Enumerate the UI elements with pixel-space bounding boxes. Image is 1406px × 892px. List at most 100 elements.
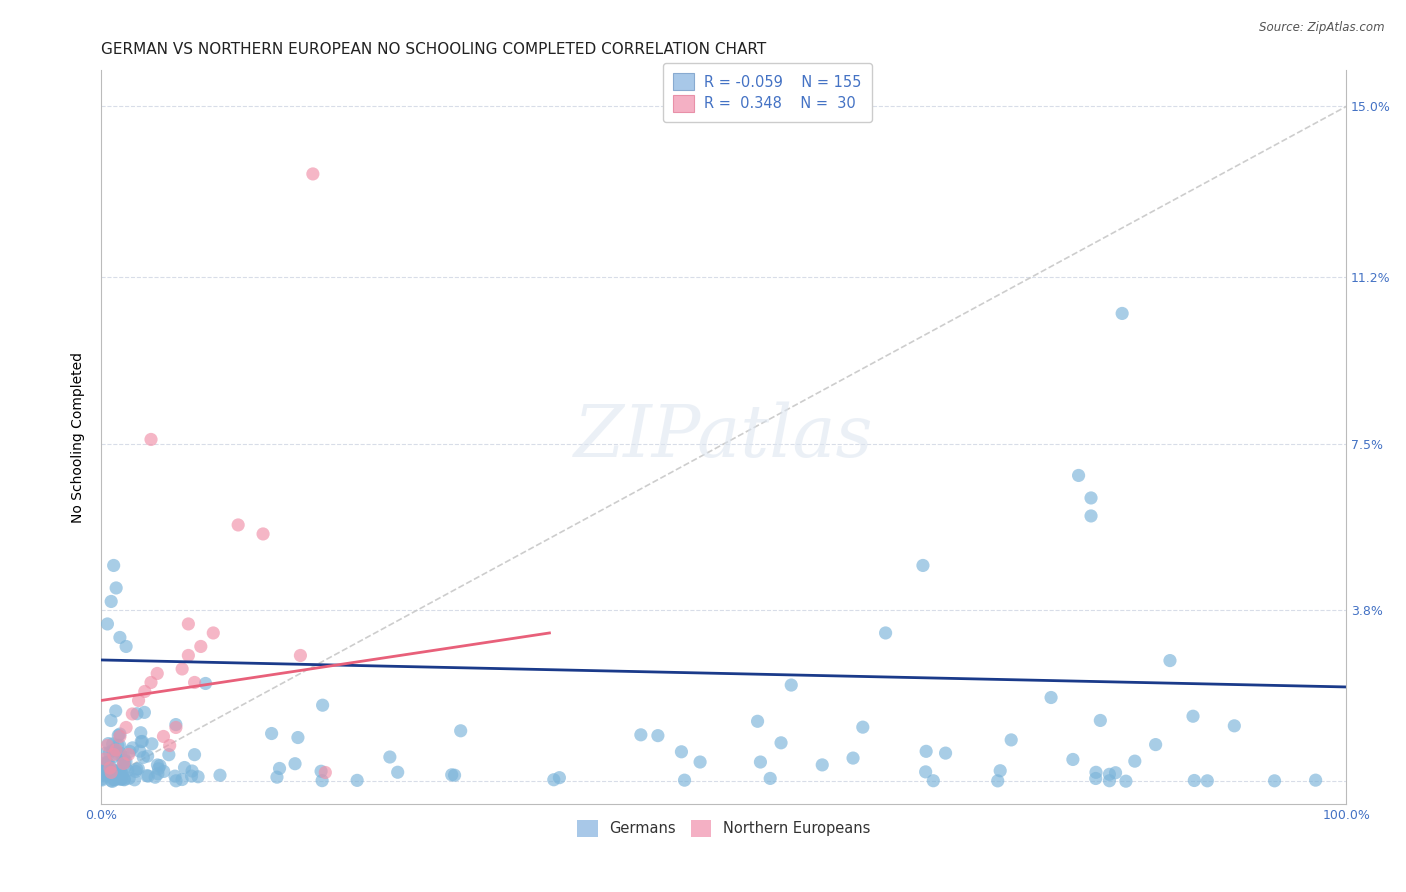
Point — [1085, 765, 1108, 780]
Point — [180, 769, 202, 783]
Point — [689, 755, 711, 769]
Point — [173, 760, 195, 774]
Point — [110, 772, 132, 787]
Point — [311, 698, 333, 713]
Point — [1000, 732, 1022, 747]
Point — [922, 773, 945, 788]
Point — [104, 743, 127, 757]
Point — [108, 739, 131, 753]
Point — [112, 754, 135, 768]
Point — [208, 768, 231, 782]
Point — [96, 756, 118, 771]
Point — [987, 773, 1010, 788]
Point — [1182, 773, 1205, 788]
Point — [202, 626, 225, 640]
Point — [1197, 773, 1219, 788]
Point — [165, 721, 187, 735]
Point — [107, 747, 129, 761]
Point — [96, 739, 118, 753]
Point — [91, 765, 114, 780]
Point — [309, 764, 332, 779]
Point — [108, 769, 131, 783]
Point — [110, 747, 132, 761]
Point — [548, 771, 571, 785]
Point — [128, 693, 150, 707]
Point — [115, 755, 138, 769]
Point — [935, 746, 957, 760]
Point — [165, 717, 187, 731]
Point — [183, 675, 205, 690]
Point — [1123, 754, 1146, 768]
Point — [131, 734, 153, 748]
Point — [1111, 306, 1133, 320]
Point — [127, 762, 149, 776]
Point — [146, 767, 169, 781]
Point — [110, 762, 132, 776]
Legend: Germans, Northern Europeans: Germans, Northern Europeans — [569, 813, 877, 845]
Point — [1098, 773, 1121, 788]
Point — [135, 769, 157, 783]
Point — [111, 770, 134, 784]
Point — [94, 752, 117, 766]
Point — [136, 769, 159, 783]
Point — [101, 737, 124, 751]
Point — [314, 765, 336, 780]
Point — [148, 762, 170, 776]
Point — [112, 772, 135, 786]
Point — [165, 773, 187, 788]
Point — [440, 768, 463, 782]
Point — [94, 767, 117, 781]
Point — [181, 764, 204, 778]
Point — [101, 774, 124, 789]
Point — [1080, 491, 1102, 505]
Point — [115, 640, 138, 654]
Point — [108, 730, 131, 744]
Point — [146, 758, 169, 772]
Point — [104, 764, 127, 779]
Point — [112, 756, 135, 771]
Point — [98, 757, 121, 772]
Point — [183, 747, 205, 762]
Point — [149, 758, 172, 772]
Point — [252, 527, 274, 541]
Point — [911, 558, 934, 573]
Point — [543, 772, 565, 787]
Point — [103, 767, 125, 781]
Point — [110, 771, 132, 785]
Point — [100, 594, 122, 608]
Point — [443, 768, 465, 782]
Point — [190, 640, 212, 654]
Point — [152, 730, 174, 744]
Point — [290, 648, 312, 663]
Point — [111, 753, 134, 767]
Point — [1067, 468, 1090, 483]
Point — [132, 750, 155, 764]
Point — [107, 728, 129, 742]
Point — [1223, 719, 1246, 733]
Point — [1305, 773, 1327, 788]
Point — [125, 762, 148, 776]
Point — [103, 558, 125, 573]
Point — [759, 772, 782, 786]
Point — [157, 747, 180, 762]
Point — [100, 714, 122, 728]
Point — [96, 756, 118, 770]
Point — [107, 739, 129, 753]
Point — [378, 750, 401, 764]
Point — [1090, 714, 1112, 728]
Point — [647, 729, 669, 743]
Point — [139, 433, 162, 447]
Point — [287, 731, 309, 745]
Point — [266, 770, 288, 784]
Point — [1080, 508, 1102, 523]
Point — [143, 770, 166, 784]
Point — [269, 761, 291, 775]
Point — [346, 773, 368, 788]
Point — [101, 763, 124, 777]
Point — [1159, 654, 1181, 668]
Point — [91, 765, 114, 780]
Point — [112, 772, 135, 787]
Point — [114, 760, 136, 774]
Point — [105, 743, 128, 757]
Point — [914, 764, 936, 779]
